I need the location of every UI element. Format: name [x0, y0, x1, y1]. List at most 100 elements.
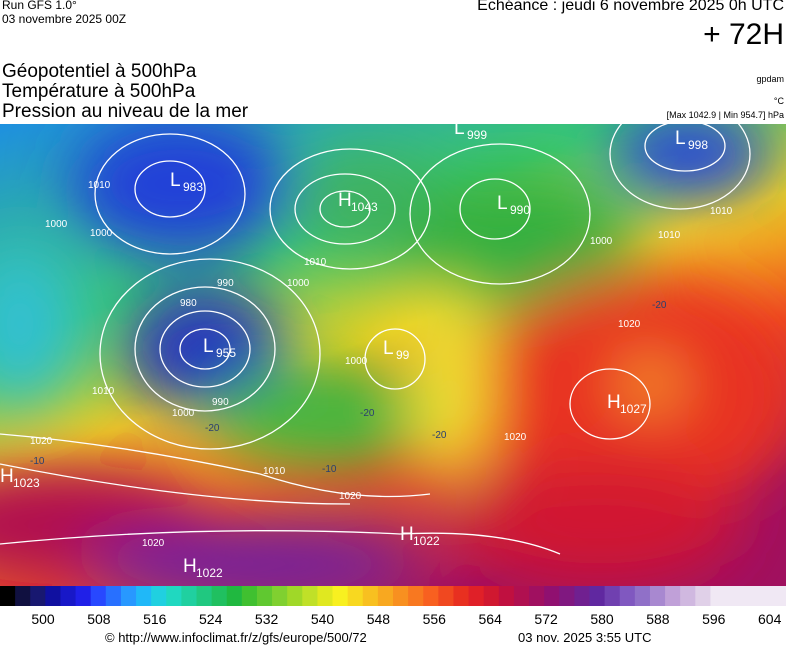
colorbar-swatch — [498, 586, 515, 606]
center-value: 983 — [183, 180, 203, 194]
colorbar-swatch — [544, 586, 560, 606]
center-letter: L — [497, 193, 508, 214]
colorbar-swatch — [377, 586, 394, 606]
colorbar-swatch — [196, 586, 213, 606]
field: Géopotentiel à 500hPa — [2, 61, 197, 82]
colorbar-swatch — [90, 586, 107, 606]
temperature-label: -20 — [652, 300, 667, 311]
center-value: 998 — [688, 138, 708, 152]
temperature-label: -20 — [360, 408, 375, 419]
colorbar-swatch — [105, 586, 122, 606]
colorbar-swatch — [317, 586, 334, 606]
run-date: 03 novembre 2025 00Z — [2, 12, 127, 26]
colorbar-label: 556 — [423, 611, 447, 627]
isobar-label: 1000 — [590, 236, 613, 247]
colorbar-swatch — [438, 586, 454, 606]
colorbar-swatch — [60, 586, 77, 606]
colorbar-swatch — [347, 586, 364, 606]
colorbar-swatch — [302, 586, 318, 606]
center-letter: H — [338, 190, 352, 211]
colorbar-swatch — [695, 586, 711, 606]
center-value: 1022 — [196, 566, 223, 580]
colorbar-swatch — [30, 586, 46, 606]
center-value: 999 — [467, 128, 487, 142]
colorbar-swatch — [680, 586, 696, 606]
isobar-label: 1020 — [339, 491, 362, 502]
colorbar-label: 524 — [199, 611, 223, 627]
colorbar-swatch — [136, 586, 152, 606]
colorbar-label: 532 — [255, 611, 279, 627]
colorbar: 500 508 516 524 532 540 548 556 564 572 580 588 596 6… — [0, 586, 786, 627]
colorbar-swatch — [15, 586, 31, 606]
center-letter: H — [400, 524, 414, 545]
colorbar-label: 604 — [758, 611, 782, 627]
colorbar-swatch — [619, 586, 636, 606]
field: Température à 500hPa — [2, 81, 196, 102]
isobar-label: 1020 — [504, 432, 527, 443]
colorbar-label: 500 — [31, 611, 55, 627]
center-letter: H — [183, 556, 197, 577]
colorbar-swatch — [710, 586, 727, 606]
isobar-label: 1010 — [304, 257, 327, 268]
colorbar-swatch — [483, 586, 500, 606]
colorbar-swatch — [393, 586, 409, 606]
footer-url: © http://www.infoclimat.fr/z/gfs/europe/… — [105, 630, 367, 645]
isobar-label: 1010 — [88, 180, 111, 191]
colorbar-swatch — [272, 586, 288, 606]
colorbar-swatch — [770, 586, 786, 606]
center-value: 1022 — [413, 534, 440, 548]
isobar-label: 1010 — [658, 230, 681, 241]
colorbar-swatch — [453, 586, 470, 606]
colorbar-label: 540 — [311, 611, 335, 627]
colorbar-label: 564 — [479, 611, 503, 627]
colorbar-swatch — [574, 586, 590, 606]
colorbar-label: 588 — [646, 611, 670, 627]
colorbar-swatch — [287, 586, 303, 606]
colorbar-swatch — [665, 586, 681, 606]
isobar-label: 990 — [217, 278, 234, 289]
isobar-label: 980 — [180, 298, 197, 309]
colorbar-swatch — [725, 586, 742, 606]
colorbar-label: 508 — [87, 611, 111, 627]
colorbar-swatch — [604, 586, 621, 606]
center-value: 1043 — [351, 200, 378, 214]
center-letter: L — [203, 336, 214, 357]
isobar-label: 1000 — [345, 356, 368, 367]
temperature-label: -20 — [432, 430, 447, 441]
isobar-label: 1000 — [45, 219, 68, 230]
colorbar-swatch — [513, 586, 530, 606]
isobar-label: 1010 — [710, 206, 733, 217]
isobar-label: 1020 — [30, 436, 53, 447]
echeance: Echéance : jeudi 6 novembre 2025 0h UTC — [477, 0, 784, 14]
colorbar-swatch — [468, 586, 485, 606]
center-value: 99 — [396, 348, 410, 362]
isobar-label: 1010 — [92, 386, 115, 397]
colorbar-swatch — [423, 586, 439, 606]
colorbar-label: 580 — [590, 611, 614, 627]
footer-date: 03 nov. 2025 3:55 UTC — [518, 630, 652, 645]
colorbar-swatch — [151, 586, 167, 606]
colorbar-swatch — [529, 586, 545, 606]
temperature-label: -20 — [205, 423, 220, 434]
colorbar-label: 572 — [534, 611, 558, 627]
colorbar-swatch — [559, 586, 575, 606]
colorbar-swatch — [75, 586, 92, 606]
center-letter: H — [0, 466, 14, 487]
lead-time: + 72H — [703, 18, 784, 51]
unit: [Max 1042.9 | Min 954.7] hPa — [666, 110, 784, 120]
center-value: 990 — [510, 203, 530, 217]
colorbar-swatch — [332, 586, 349, 606]
colorbar-swatch — [0, 586, 16, 606]
center-letter: L — [675, 128, 686, 149]
colorbar-swatch — [241, 586, 258, 606]
isobar-label: 1000 — [287, 278, 310, 289]
center-value: 1023 — [13, 476, 40, 490]
unit: gpdam — [756, 74, 784, 84]
colorbar-swatch — [211, 586, 228, 606]
colorbar-swatch — [181, 586, 197, 606]
colorbar-swatch — [408, 586, 424, 606]
colorbar-swatch — [362, 586, 379, 606]
temperature-label: -10 — [322, 464, 337, 475]
